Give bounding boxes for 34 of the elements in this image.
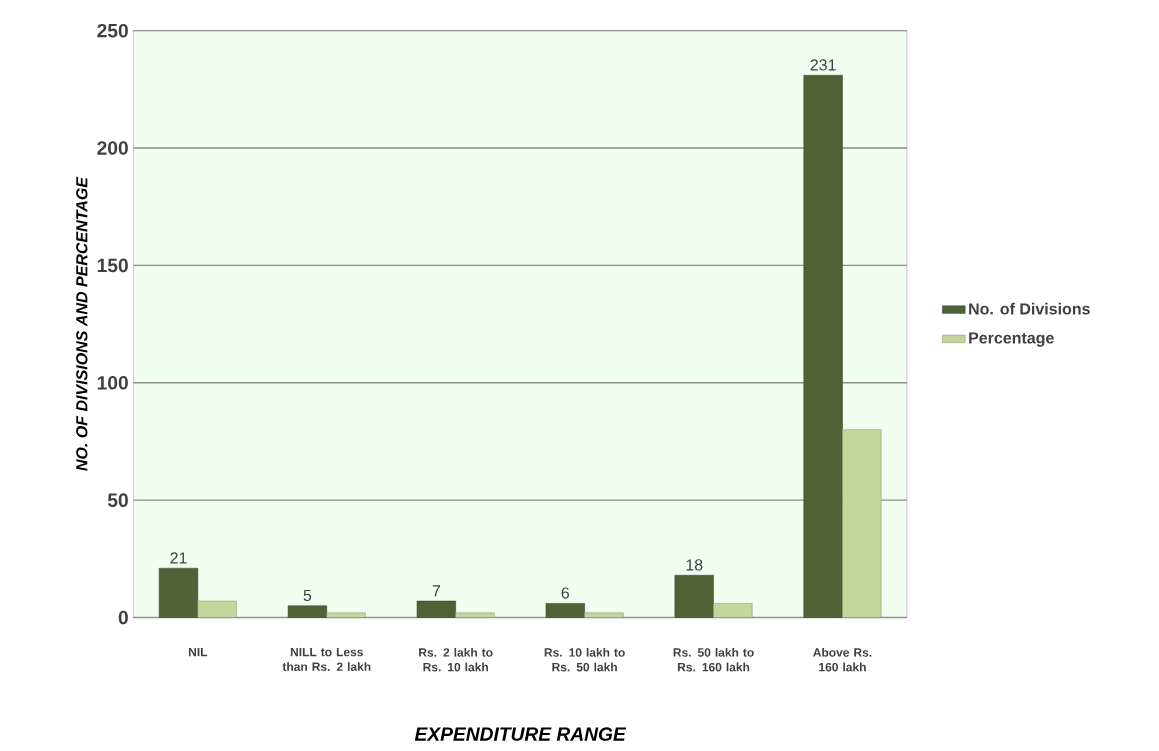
bar — [803, 75, 843, 618]
bar — [674, 575, 714, 618]
data-label: 21 — [170, 552, 187, 564]
x-tick-label: Rs. 50 lakh to Rs. 160 lakh — [673, 647, 754, 672]
y-tick-label: 50 — [107, 493, 128, 507]
bar — [287, 605, 328, 618]
y-tick-label: 0 — [118, 610, 128, 625]
legend-label: Percentage — [969, 332, 1054, 347]
data-label: 6 — [561, 587, 570, 599]
x-tick-label: Rs. 2 lakh to Rs. 10 lakh — [419, 647, 493, 672]
bar — [584, 612, 624, 618]
bar — [713, 603, 753, 618]
x-tick-label: Rs. 10 lakh to Rs. 50 lakh — [544, 647, 625, 672]
bar — [842, 429, 882, 618]
y-axis-title: NO. OF DIVISIONS AND PERCENTAGE — [76, 176, 88, 471]
y-tick-label: 250 — [97, 23, 128, 38]
bar — [455, 612, 495, 618]
bar — [545, 603, 585, 618]
data-label: 5 — [303, 589, 312, 602]
x-axis-title: EXPENDITURE RANGE — [414, 727, 627, 741]
bar — [197, 600, 237, 618]
x-tick-label: NIL — [188, 647, 208, 657]
data-label: 18 — [686, 559, 703, 571]
bar — [158, 568, 199, 618]
x-tick-label: Above Rs. 160 lakh — [813, 647, 872, 672]
y-tick-label: 200 — [97, 141, 128, 155]
y-tick-label: 150 — [97, 258, 128, 273]
x-tick-label: NILL to Less than Rs. 2 lakh — [282, 647, 371, 672]
y-tick-label: 100 — [97, 376, 128, 390]
data-label: 7 — [432, 585, 440, 597]
bar — [326, 612, 366, 618]
data-label: 231 — [810, 59, 836, 71]
bar — [416, 600, 456, 618]
legend-label: No. of Divisions — [969, 302, 1090, 315]
